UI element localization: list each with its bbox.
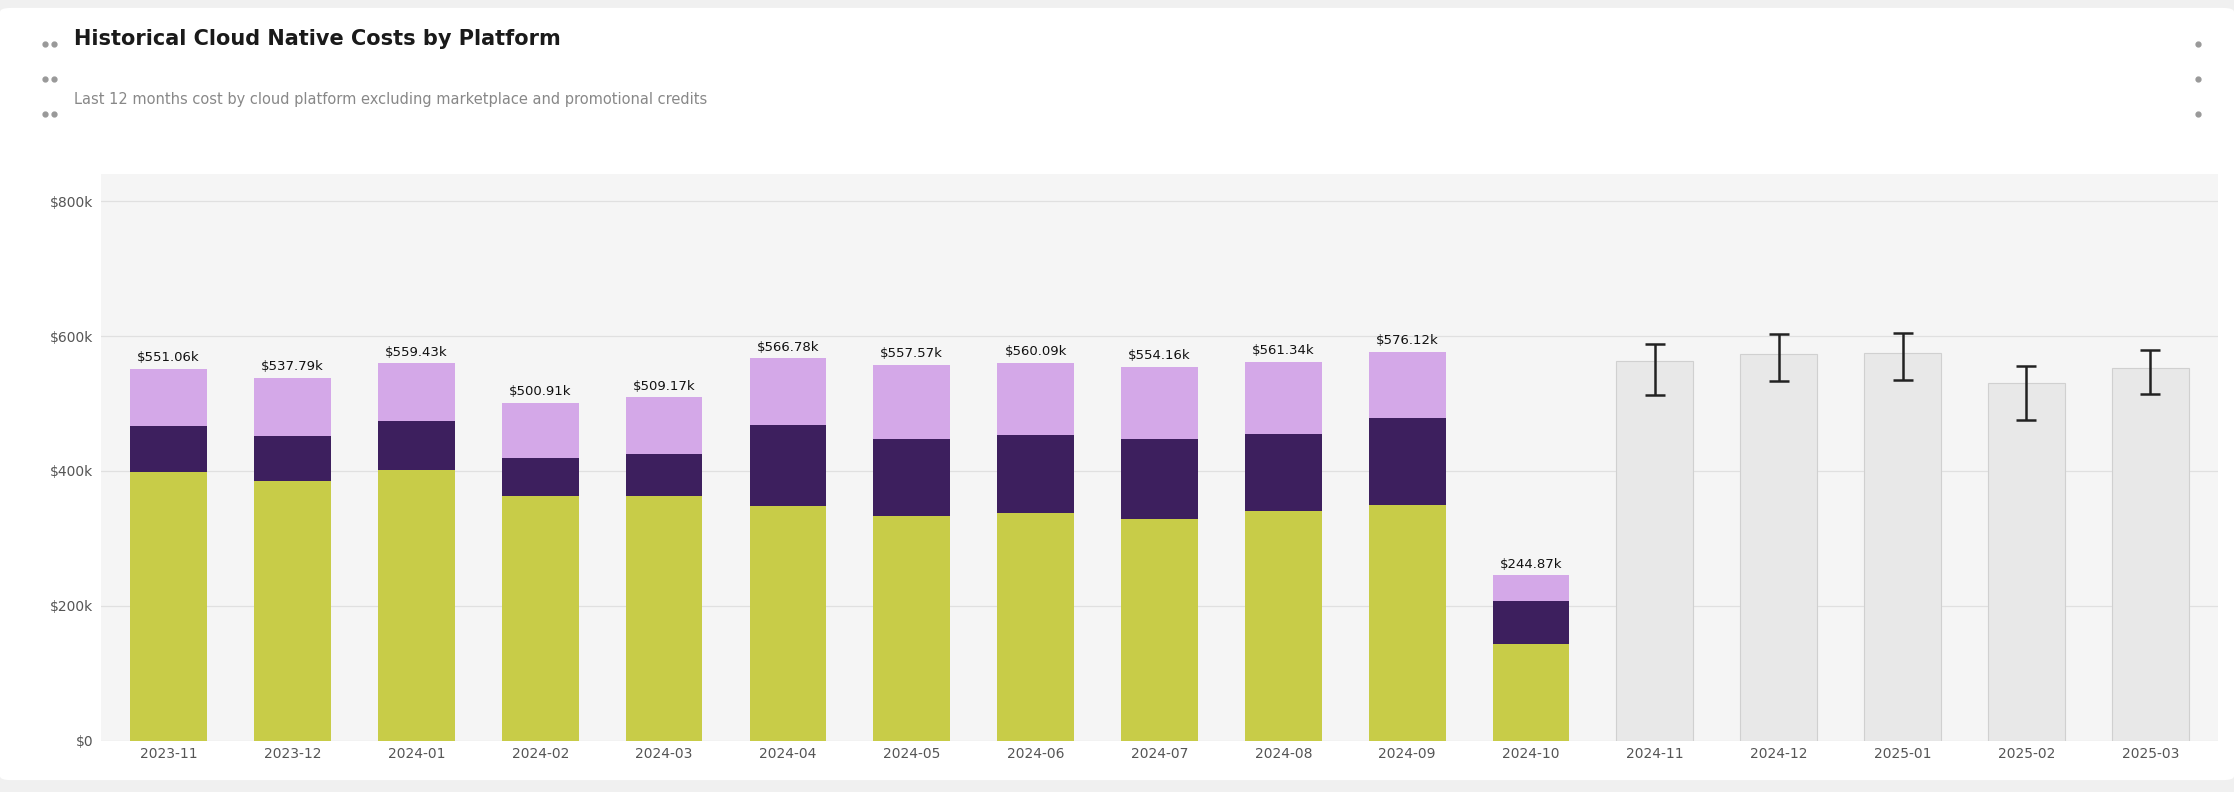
Bar: [378, 470, 456, 741]
Bar: [873, 439, 949, 516]
Bar: [748, 359, 827, 425]
Bar: [1369, 418, 1445, 505]
Bar: [1988, 383, 2064, 741]
Text: $244.87k: $244.87k: [1499, 558, 1562, 571]
Bar: [996, 512, 1075, 741]
Bar: [1492, 601, 1571, 644]
Bar: [1121, 439, 1197, 520]
Bar: [1492, 576, 1571, 601]
Text: $566.78k: $566.78k: [757, 341, 820, 354]
Bar: [255, 436, 331, 481]
Text: $537.79k: $537.79k: [261, 360, 324, 373]
Bar: [130, 426, 208, 472]
Text: $554.16k: $554.16k: [1128, 349, 1191, 362]
Bar: [1121, 520, 1197, 741]
Bar: [1369, 505, 1445, 741]
Bar: [626, 398, 701, 454]
Bar: [873, 516, 949, 741]
Bar: [996, 435, 1075, 512]
Text: $560.09k: $560.09k: [1005, 345, 1068, 358]
Text: $561.34k: $561.34k: [1251, 345, 1314, 357]
Bar: [1244, 512, 1323, 741]
Bar: [1244, 434, 1323, 512]
Bar: [503, 496, 579, 741]
Text: $576.12k: $576.12k: [1376, 334, 1439, 348]
Bar: [378, 421, 456, 470]
Bar: [1369, 352, 1445, 418]
Text: Last 12 months cost by cloud platform excluding marketplace and promotional cred: Last 12 months cost by cloud platform ex…: [74, 92, 706, 107]
Bar: [1740, 354, 1816, 741]
Bar: [1492, 644, 1571, 741]
Text: $557.57k: $557.57k: [880, 347, 943, 360]
Text: $551.06k: $551.06k: [136, 352, 201, 364]
Bar: [626, 496, 701, 741]
Bar: [1244, 362, 1323, 434]
Bar: [503, 403, 579, 458]
Bar: [378, 364, 456, 421]
Bar: [503, 458, 579, 496]
Bar: [748, 425, 827, 506]
Text: $509.17k: $509.17k: [632, 379, 695, 393]
Bar: [1121, 367, 1197, 439]
Bar: [130, 369, 208, 426]
Bar: [1617, 361, 1693, 741]
Text: $559.43k: $559.43k: [384, 345, 447, 359]
Bar: [255, 378, 331, 436]
Text: $500.91k: $500.91k: [509, 385, 572, 398]
Bar: [1863, 353, 1941, 741]
Bar: [996, 363, 1075, 435]
Bar: [130, 472, 208, 741]
Bar: [873, 364, 949, 439]
Text: Historical Cloud Native Costs by Platform: Historical Cloud Native Costs by Platfor…: [74, 29, 561, 48]
Bar: [626, 454, 701, 496]
Bar: [748, 506, 827, 741]
Bar: [2111, 368, 2189, 741]
Bar: [255, 481, 331, 741]
